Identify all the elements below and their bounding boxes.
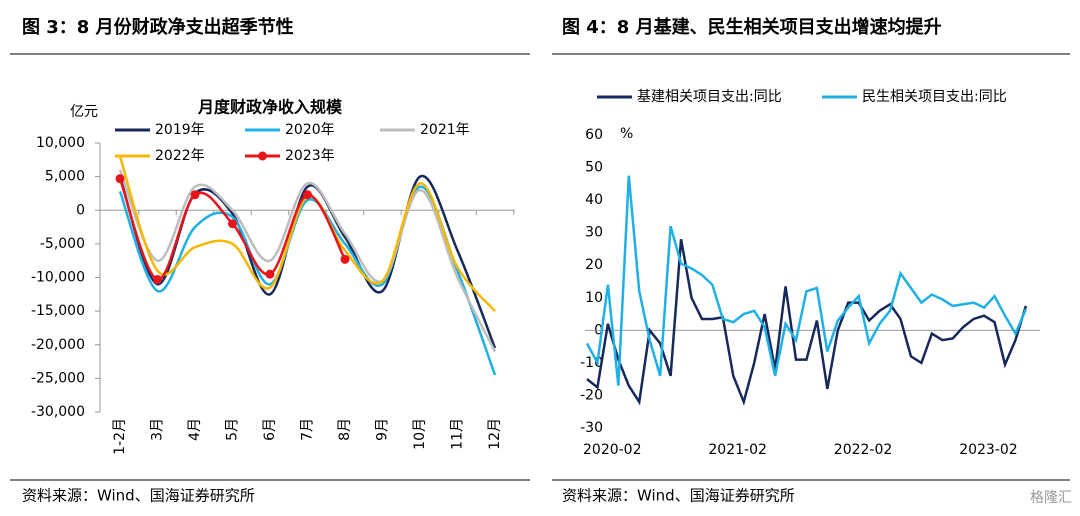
y-tick-label: 50 <box>585 160 603 176</box>
source: 资料来源：Wind、国海证券研究所 <box>562 487 795 505</box>
data-point <box>303 190 312 200</box>
y-tick-label: -10,000 <box>31 270 85 286</box>
x-tick-label: 7月 <box>300 418 316 441</box>
y-tick-label: 40 <box>585 192 603 208</box>
y-tick-label: 10 <box>585 290 603 306</box>
y-tick-label: 30 <box>585 225 603 241</box>
legend-label: 2023年 <box>285 148 335 164</box>
y-axis-label: 亿元 <box>70 104 98 120</box>
x-tick-label: 6月 <box>262 418 278 441</box>
y-tick-label: -15,000 <box>31 303 85 319</box>
figure-title: 图 4：8 月基建、民生相关项目支出增速均提升 <box>562 16 942 38</box>
chart-title: 月度财政净收入规模 <box>197 98 343 117</box>
legend-marker <box>258 151 267 161</box>
x-tick-label: 8月 <box>337 418 353 441</box>
x-tick-label: 2022-02 <box>834 442 893 458</box>
x-tick-label: 5月 <box>225 418 241 441</box>
x-tick-label: 9月 <box>375 418 391 441</box>
y-tick-label: 10,000 <box>36 135 85 151</box>
series-line <box>586 238 1028 406</box>
x-tick-label: 2020-02 <box>583 442 642 458</box>
x-tick-label: 4月 <box>187 418 203 441</box>
y-tick-label: -30 <box>580 420 603 436</box>
series-line <box>118 156 496 312</box>
y-tick-label: -20 <box>580 387 603 403</box>
y-tick-label: 60 <box>585 127 603 143</box>
x-tick-label: 2021-02 <box>708 442 767 458</box>
y-tick-label: -25,000 <box>31 370 85 386</box>
source: 资料来源：Wind、国海证券研究所 <box>22 487 255 505</box>
legend-label: 2020年 <box>285 122 335 138</box>
data-point <box>153 275 162 285</box>
legend-label: 民生相关项目支出:同比 <box>862 89 1007 105</box>
data-point <box>228 219 237 229</box>
series-line <box>585 175 1028 386</box>
x-tick-label: 12月 <box>487 418 503 450</box>
x-tick-label: 10月 <box>412 418 428 450</box>
y-axis-label: % <box>620 126 633 142</box>
y-tick-label: 0 <box>76 202 85 218</box>
y-tick-label: 20 <box>585 257 603 273</box>
y-tick-label: -20,000 <box>31 337 85 353</box>
x-tick-label: 1-2月 <box>112 418 128 455</box>
y-tick-label: -5,000 <box>40 236 85 252</box>
data-point <box>265 269 275 279</box>
legend-label: 2022年 <box>155 148 205 164</box>
watermark: 格隆汇 <box>1030 490 1072 506</box>
data-point <box>190 190 200 200</box>
legend-label: 基建相关项目支出:同比 <box>637 88 782 105</box>
data-point <box>115 174 125 184</box>
legend-label: 2019年 <box>155 122 205 138</box>
figure-title: 图 3：8 月份财政净支出超季节性 <box>22 16 294 38</box>
y-tick-label: 5,000 <box>45 169 85 185</box>
series-line <box>118 169 497 353</box>
legend-label: 2021年 <box>420 122 470 138</box>
y-tick-label: -30,000 <box>31 404 85 420</box>
x-tick-label: 2023-02 <box>959 442 1018 458</box>
series-line <box>118 175 497 349</box>
x-tick-label: 3月 <box>150 418 166 441</box>
x-tick-label: 11月 <box>450 418 466 450</box>
data-point <box>340 254 350 264</box>
